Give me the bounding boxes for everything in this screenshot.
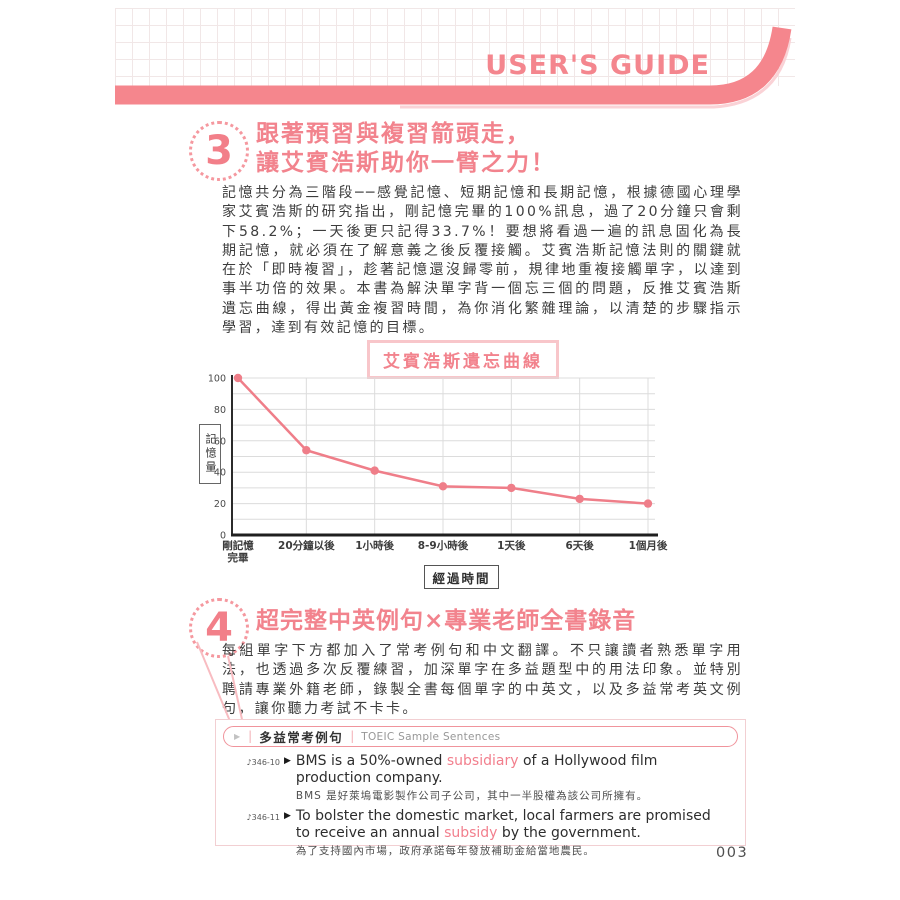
en-after: of a Hollywood film production company. bbox=[295, 753, 658, 786]
divider: | bbox=[248, 729, 253, 743]
example-box-header: ▶ | 多益常考例句 | TOEIC Sample Sentences bbox=[223, 726, 738, 747]
section4-title: 超完整中英例句×專業老師全書錄音 bbox=[256, 608, 637, 634]
en-keyword: subsidy bbox=[444, 824, 498, 841]
header-grid-pattern bbox=[115, 8, 795, 86]
section3-number-badge: 3 bbox=[189, 121, 249, 181]
svg-text:20分鐘以後: 20分鐘以後 bbox=[278, 539, 335, 552]
en-before: To bolster the domestic market, local fa… bbox=[295, 808, 711, 841]
audio-track-label: ♪346-10 bbox=[246, 758, 280, 767]
item-arrow-icon: ▶ bbox=[284, 811, 291, 821]
example-item: ♪346-11 ▶ To bolster the domestic market… bbox=[216, 808, 745, 858]
item-arrow-icon: ▶ bbox=[284, 756, 291, 766]
audio-track-label: ♪346-11 bbox=[246, 813, 280, 822]
svg-text:100: 100 bbox=[208, 374, 226, 385]
section3-title-line1: 跟著預習與複習箭頭走， bbox=[256, 121, 531, 147]
svg-text:20: 20 bbox=[214, 499, 226, 510]
section3-number: 3 bbox=[205, 128, 233, 174]
example-chinese: 為了支持國內市場，政府承諾每年發放補助金給當地農民。 bbox=[295, 845, 595, 857]
svg-text:剛記憶完畢: 剛記憶完畢 bbox=[222, 539, 254, 564]
example-texts: BMS is a 50%-owned subsidiary of a Holly… bbox=[296, 753, 712, 803]
example-chinese: BMS 是好萊塢電影製作公司子公司，其中一半股權為該公司所擁有。 bbox=[295, 790, 649, 802]
en-before: BMS is a 50%-owned bbox=[295, 753, 447, 769]
chart-y-axis-label: 記憶量 bbox=[199, 424, 221, 484]
svg-text:80: 80 bbox=[214, 405, 226, 416]
divider: | bbox=[350, 729, 355, 743]
section3-body: 記憶共分為三階段──感覺記憶、短期記憶和長期記憶，根據德國心理學家艾賓浩斯的研究… bbox=[222, 185, 743, 337]
section4-body: 每組單字下方都加入了常考例句和中文翻譯。不只讓讀者熟悉單字用法，也透過多次反覆練… bbox=[222, 643, 743, 717]
page-number: 003 bbox=[716, 845, 749, 861]
section3-title-line2: 讓艾賓浩斯助你一臂之力！ bbox=[256, 150, 556, 176]
example-header-zh: 多益常考例句 bbox=[259, 730, 344, 745]
svg-text:1個月後: 1個月後 bbox=[629, 539, 668, 552]
chart-title: 艾賓浩斯遺忘曲線 bbox=[383, 352, 543, 372]
svg-text:1天後: 1天後 bbox=[497, 539, 526, 552]
toeic-example-box: ▶ | 多益常考例句 | TOEIC Sample Sentences ♪346… bbox=[215, 719, 746, 857]
example-item: ♪346-10 ▶ BMS is a 50%-owned subsidiary … bbox=[216, 753, 745, 803]
example-english: To bolster the domestic market, local fa… bbox=[296, 808, 712, 841]
example-english: BMS is a 50%-owned subsidiary of a Holly… bbox=[296, 753, 712, 786]
play-icon: ▶ bbox=[234, 732, 241, 741]
header-swoosh-stripe bbox=[115, 26, 792, 109]
svg-text:6天後: 6天後 bbox=[566, 539, 595, 552]
example-items: ♪346-10 ▶ BMS is a 50%-owned subsidiary … bbox=[216, 753, 745, 863]
chart-x-axis-label: 經過時間 bbox=[424, 565, 499, 589]
example-header-en: TOEIC Sample Sentences bbox=[361, 730, 501, 743]
section3-title: 跟著預習與複習箭頭走， 讓艾賓浩斯助你一臂之力！ bbox=[256, 120, 556, 178]
page-header-title: USER'S GUIDE bbox=[485, 50, 710, 81]
svg-text:8-9小時後: 8-9小時後 bbox=[418, 539, 469, 552]
en-keyword: subsidiary bbox=[446, 753, 519, 769]
svg-text:1小時後: 1小時後 bbox=[355, 539, 394, 552]
example-texts: To bolster the domestic market, local fa… bbox=[296, 808, 712, 858]
svg-text:40: 40 bbox=[214, 468, 226, 479]
forgetting-curve-chart: 0 20 40 60 80 100 剛記憶完畢 20分鐘以後 1小時後 8-9小時後 1天後 6天後 1… bbox=[208, 374, 668, 565]
svg-text:0: 0 bbox=[220, 531, 226, 542]
svg-text:60: 60 bbox=[214, 436, 226, 447]
en-after: by the government. bbox=[497, 824, 641, 841]
